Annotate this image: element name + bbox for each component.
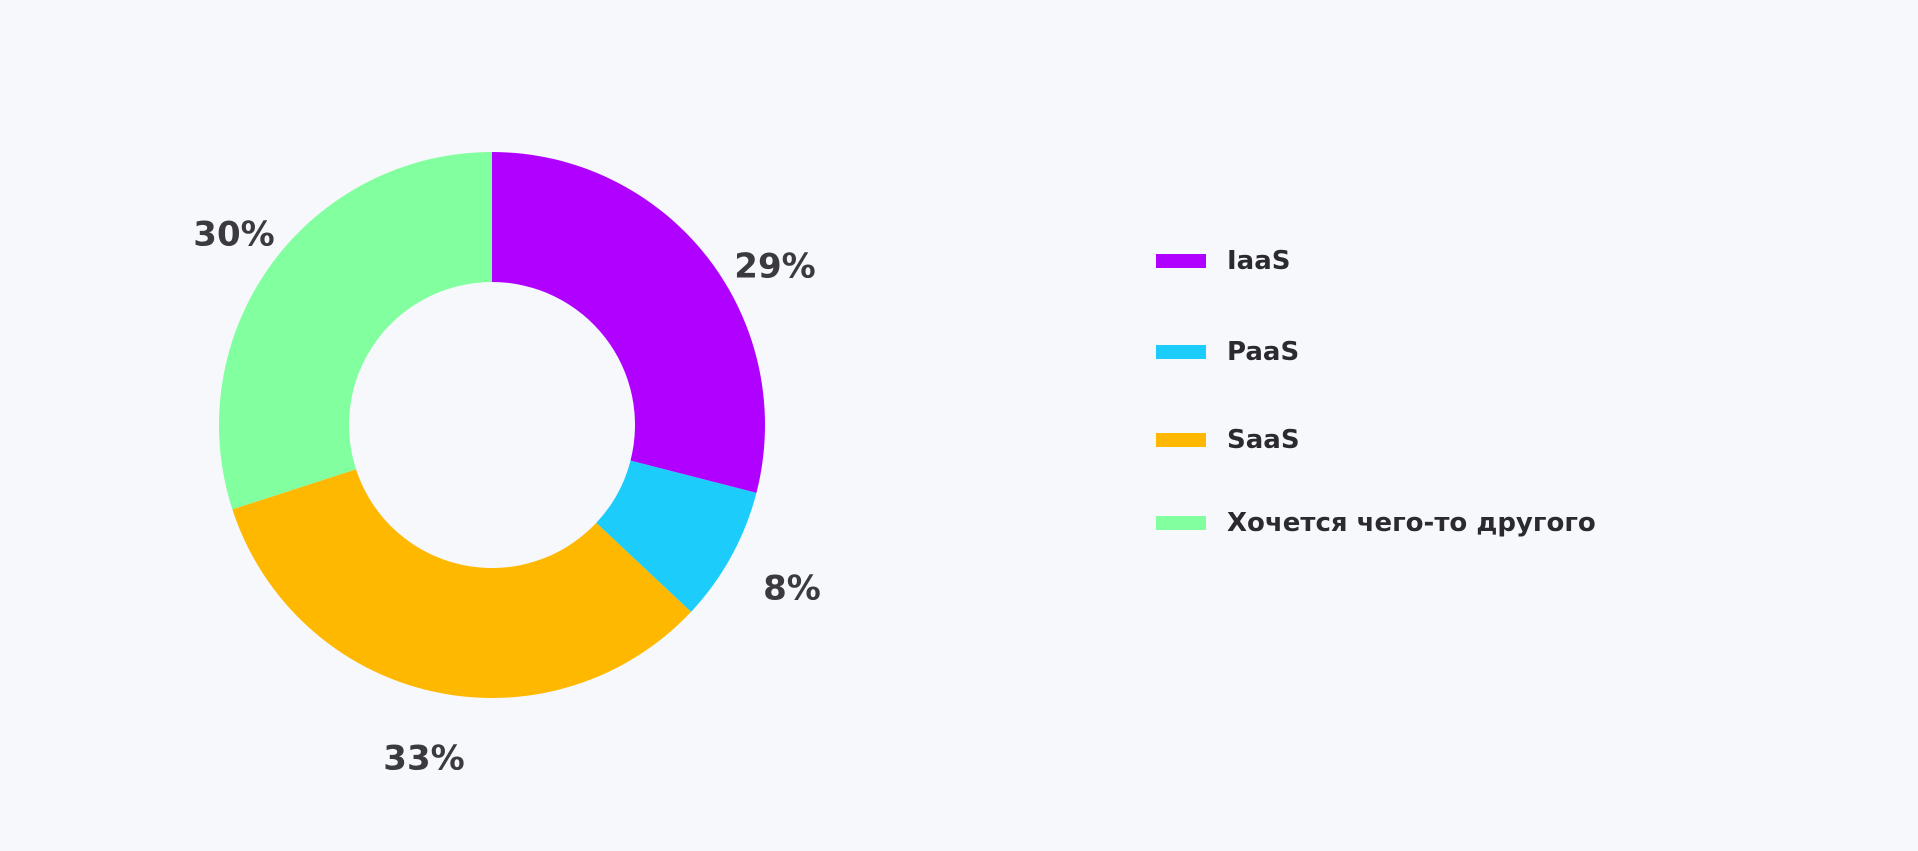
slice-paas	[596, 460, 757, 612]
donut-chart: 29% 8% 33% 30%	[193, 152, 821, 779]
legend-item: PaaS	[1156, 337, 1299, 367]
slice-iaas	[492, 152, 766, 493]
slice-label: 8%	[763, 569, 821, 609]
legend-item: Хочется чего-то другого	[1156, 508, 1596, 538]
legend-swatch	[1156, 516, 1206, 530]
donut-slices	[218, 152, 766, 698]
legend-swatch	[1156, 254, 1206, 268]
slice-label: 29%	[734, 247, 815, 287]
legend-swatch	[1156, 433, 1206, 447]
slice-label: 30%	[193, 215, 274, 255]
legend-label: IaaS	[1227, 246, 1291, 276]
legend-swatch	[1156, 345, 1206, 359]
legend-item: SaaS	[1156, 425, 1300, 455]
legend-label: SaaS	[1227, 425, 1300, 455]
slice-хочется-чего-то-другого	[218, 152, 492, 510]
legend-label: Хочется чего-то другого	[1227, 508, 1596, 538]
slice-saas	[232, 469, 692, 698]
legend-item: IaaS	[1156, 246, 1291, 276]
slice-label: 33%	[383, 739, 464, 779]
legend-label: PaaS	[1227, 337, 1300, 367]
slice-labels: 29% 8% 33% 30%	[193, 215, 821, 779]
